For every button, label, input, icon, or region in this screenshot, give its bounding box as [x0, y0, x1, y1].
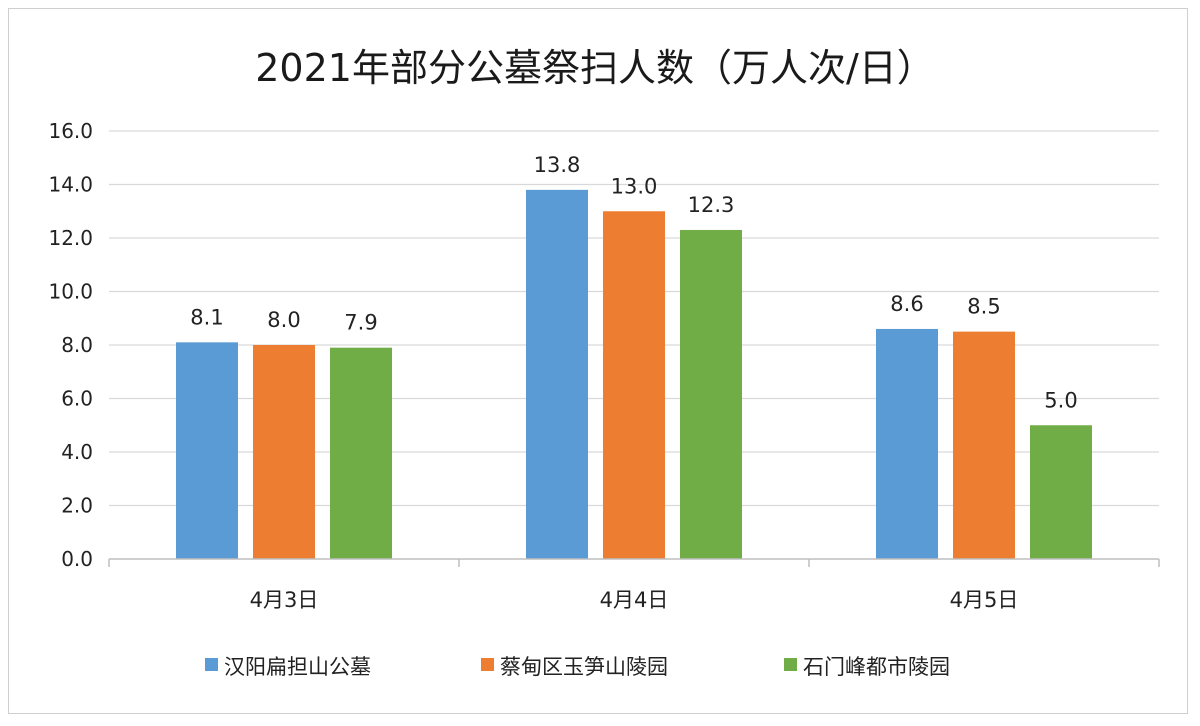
legend-label: 汉阳扁担山公墓	[224, 655, 371, 679]
bars	[176, 189, 1092, 559]
x-axis: 4月3日 4月4日 4月5日	[108, 558, 1160, 612]
bar	[603, 211, 665, 559]
y-tick-label: 4.0	[61, 440, 93, 464]
x-category-label: 4月4日	[600, 588, 669, 612]
legend-label: 蔡甸区玉笋山陵园	[500, 655, 668, 679]
bar-chart: 2021年部分公墓祭扫人数（万人次/日） 0.0 2.0 4.0 6.0 8.0 10.0…	[48, 46, 1160, 679]
legend-swatch	[784, 658, 797, 671]
x-category-label: 4月5日	[950, 588, 1019, 612]
bar	[876, 328, 938, 559]
y-tick-label: 10.0	[48, 280, 93, 304]
bar	[953, 331, 1015, 559]
y-tick-label: 12.0	[48, 226, 93, 250]
x-category-label: 4月3日	[250, 588, 319, 612]
y-axis-ticks: 0.0 2.0 4.0 6.0 8.0 10.0 12.0 14.0 16.0	[48, 119, 93, 571]
data-label: 8.5	[967, 295, 1000, 319]
legend-label: 石门峰都市陵园	[803, 655, 950, 679]
y-tick-label: 14.0	[48, 173, 93, 197]
legend-swatch	[205, 658, 218, 671]
data-label: 13.8	[534, 153, 581, 177]
bar	[680, 229, 742, 559]
data-label: 7.9	[344, 311, 377, 335]
data-label: 12.3	[688, 193, 735, 217]
y-tick-label: 8.0	[61, 333, 93, 357]
data-label: 8.1	[190, 305, 223, 329]
bar	[1030, 425, 1092, 559]
chart-frame: 2021年部分公墓祭扫人数（万人次/日） 0.0 2.0 4.0 6.0 8.0 10.0…	[8, 8, 1188, 714]
data-label: 5.0	[1044, 388, 1077, 412]
data-labels: 8.1 13.8 8.6 8.0 13.0 8.5 7.9 12.3 5.0	[190, 153, 1077, 412]
y-tick-label: 2.0	[61, 494, 93, 518]
data-label: 8.0	[267, 308, 300, 332]
bar	[253, 345, 315, 559]
bar	[330, 347, 392, 559]
legend: 汉阳扁担山公墓 蔡甸区玉笋山陵园 石门峰都市陵园	[205, 655, 950, 679]
bar	[526, 189, 588, 559]
y-tick-label: 0.0	[61, 547, 93, 571]
chart-title: 2021年部分公墓祭扫人数（万人次/日）	[255, 46, 935, 90]
y-tick-label: 16.0	[48, 119, 93, 143]
data-label: 8.6	[890, 292, 923, 316]
bar	[176, 342, 238, 559]
y-tick-label: 6.0	[61, 387, 93, 411]
data-label: 13.0	[611, 174, 658, 198]
legend-swatch	[481, 658, 494, 671]
